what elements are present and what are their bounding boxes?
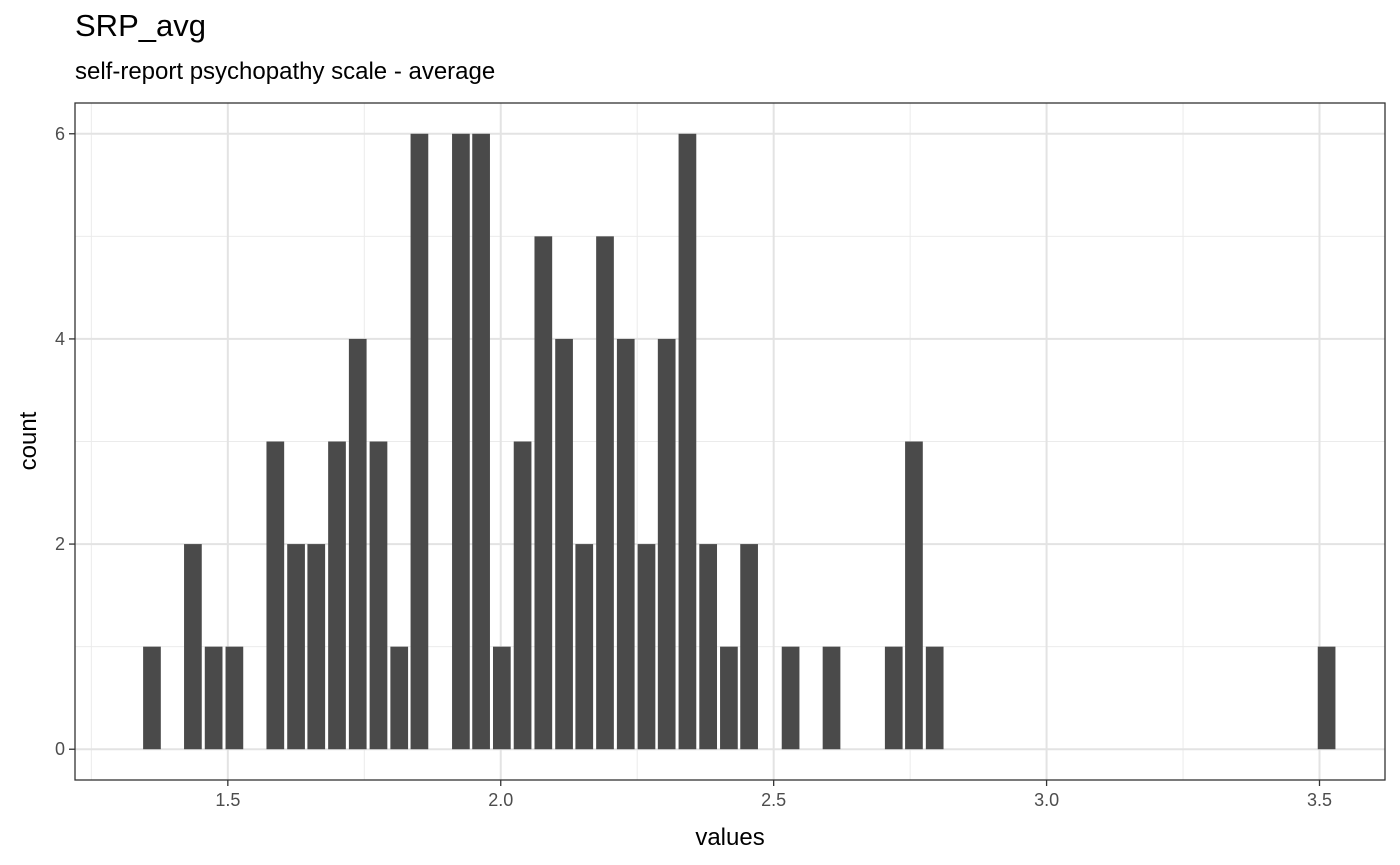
histogram-bar [184, 544, 202, 750]
histogram-bar [678, 133, 697, 750]
histogram-bar [452, 133, 470, 750]
histogram-bar [884, 646, 903, 750]
y-tick-label: 6 [55, 124, 65, 144]
x-tick-label: 2.0 [488, 790, 513, 810]
histogram-bar [266, 441, 285, 750]
x-tick-label: 3.5 [1307, 790, 1332, 810]
panel-border [74, 102, 1386, 781]
y-tick-label: 0 [55, 739, 65, 759]
chart-subtitle: self-report psychopathy scale - average [75, 58, 496, 85]
histogram-bar [410, 133, 429, 750]
x-axis-title: values [695, 824, 764, 851]
histogram-bar [287, 544, 305, 750]
x-tick-label: 2.5 [761, 790, 786, 810]
histogram-bar [822, 646, 841, 750]
histogram-bar [513, 441, 532, 750]
histogram-bar [575, 544, 594, 750]
x-tick-label: 1.5 [215, 790, 240, 810]
histogram-bar [225, 646, 244, 750]
histogram-bar [596, 236, 614, 750]
histogram-bar [555, 338, 573, 750]
histogram-bar [925, 646, 944, 750]
histogram-bar [616, 338, 635, 750]
axes: 1.5 2.0 2.5 3.0 3.5 0 2 4 6 [55, 124, 1332, 810]
y-tick-label: 4 [55, 329, 65, 349]
histogram-bar [637, 544, 656, 750]
y-axis-title: count [15, 411, 42, 470]
histogram-bar [781, 646, 800, 750]
histogram-bar [472, 133, 490, 750]
histogram-bar [657, 338, 676, 750]
histogram-bar [905, 441, 923, 750]
histogram-bar [204, 646, 223, 750]
histogram-bar [1317, 646, 1336, 750]
histogram-bar [740, 544, 758, 750]
histogram-bar [143, 646, 161, 750]
histogram-bar [492, 646, 511, 750]
histogram-bar [534, 236, 553, 750]
y-tick-label: 2 [55, 534, 65, 554]
histogram-bar [720, 646, 738, 750]
x-tick-label: 3.0 [1034, 790, 1059, 810]
histogram-bar [328, 441, 346, 750]
histogram-bars [143, 133, 1336, 750]
chart-title: SRP_avg [75, 8, 206, 43]
histogram-bar [307, 544, 326, 750]
histogram-bar [369, 441, 388, 750]
histogram-bar [699, 544, 718, 750]
histogram-bar [390, 646, 409, 750]
histogram-bar [348, 338, 367, 750]
